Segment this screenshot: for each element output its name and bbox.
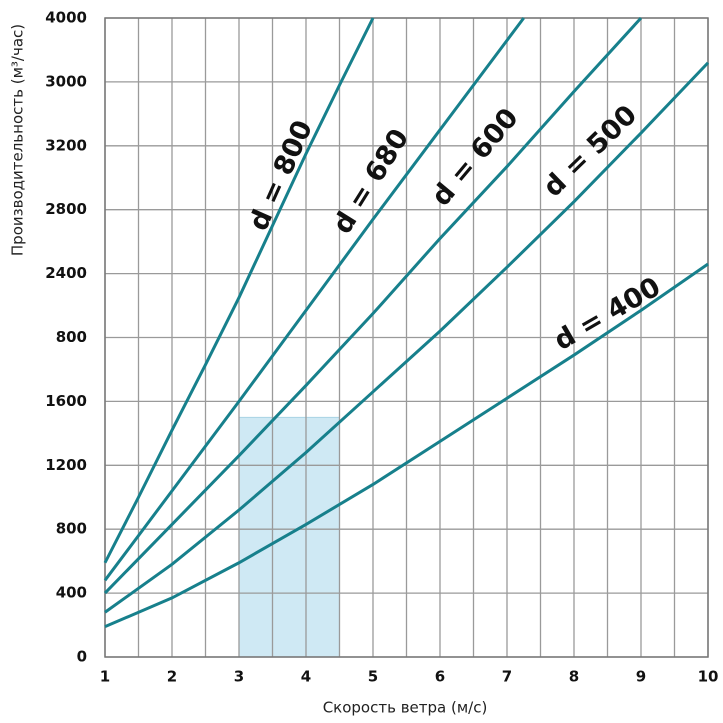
y-tick-label: 800 <box>56 520 87 538</box>
curve-label: d = 800 <box>243 116 319 236</box>
x-tick-label: 8 <box>569 668 579 686</box>
y-tick-label: 3000 <box>45 72 87 90</box>
y-tick-label: 400 <box>56 584 87 602</box>
x-tick-label: 10 <box>698 668 719 686</box>
y-tick-label: 3200 <box>45 136 87 154</box>
y-axis-title: Производительность (м³/час) <box>9 24 27 256</box>
x-tick-label: 5 <box>368 668 378 686</box>
y-tick-label: 4000 <box>45 9 87 27</box>
y-tick-label: 2800 <box>45 200 87 218</box>
x-tick-label: 6 <box>435 668 445 686</box>
curve <box>103 16 643 595</box>
y-tick-label: 800 <box>56 328 87 346</box>
x-tick-label: 3 <box>234 668 244 686</box>
curve <box>104 61 710 614</box>
y-tick-label: 0 <box>77 648 87 666</box>
x-tick-label: 9 <box>636 668 646 686</box>
x-tick-label: 2 <box>167 668 177 686</box>
curve <box>104 262 709 629</box>
curve <box>103 17 375 564</box>
x-tick-label: 4 <box>301 668 311 686</box>
y-tick-label: 2400 <box>45 264 87 282</box>
shaded-region <box>238 416 340 658</box>
x-tick-label: 1 <box>100 668 110 686</box>
y-tick-label: 1600 <box>45 392 87 410</box>
y-tick-label: 1200 <box>45 456 87 474</box>
x-axis-title: Скорость ветра (м/с) <box>323 699 488 717</box>
plot-frame <box>104 17 709 658</box>
x-tick-label: 7 <box>502 668 512 686</box>
curve <box>103 17 525 582</box>
